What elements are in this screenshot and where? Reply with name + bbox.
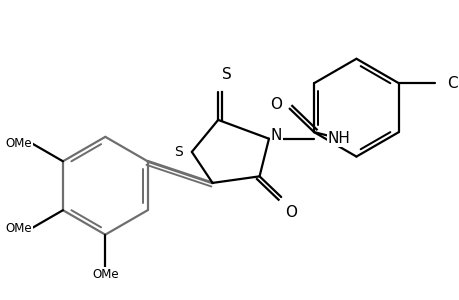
Text: OMe: OMe	[92, 268, 118, 281]
Text: S: S	[174, 145, 182, 159]
Text: Cl: Cl	[446, 76, 459, 91]
Text: OMe: OMe	[6, 222, 32, 235]
Text: N: N	[270, 128, 282, 143]
Text: NH: NH	[326, 131, 349, 146]
Text: O: O	[269, 98, 281, 112]
Text: OMe: OMe	[6, 137, 32, 150]
Text: S: S	[221, 67, 231, 82]
Text: O: O	[284, 205, 297, 220]
